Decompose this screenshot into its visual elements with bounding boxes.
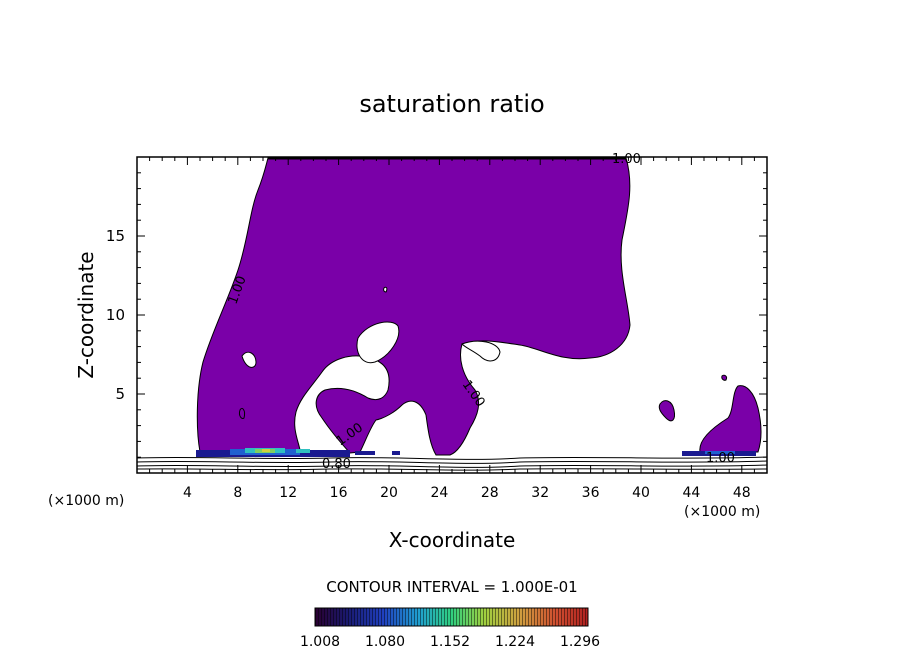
colorbar	[314, 607, 589, 627]
x-tick-label: 16	[330, 485, 348, 501]
contour-interval-text: CONTOUR INTERVAL = 1.000E-01	[326, 578, 577, 596]
colorbar-tick-label: 1.224	[495, 634, 535, 650]
contour-label: 1.00	[612, 152, 641, 167]
y-tick-label: 15	[106, 227, 125, 245]
contour-label: 1.00	[706, 451, 735, 466]
y-axis-ticks: 5 10 15	[106, 172, 767, 458]
colorbar-tick-label: 1.008	[300, 634, 340, 650]
x-axis-title: X-coordinate	[389, 528, 516, 552]
x-tick-label: 32	[531, 485, 549, 501]
x-tick-label: 36	[582, 485, 600, 501]
x-tick-label: 48	[733, 485, 751, 501]
x-tick-label: 44	[682, 485, 700, 501]
y-tick-label: 5	[115, 385, 125, 403]
colorbar-tick-label: 1.296	[560, 634, 600, 650]
colorbar-tick-label: 1.152	[430, 634, 470, 650]
contour-label: 0.80	[322, 457, 351, 472]
x-unit-left-label: (×1000 m)	[48, 493, 124, 509]
saturated-region	[196, 157, 762, 456]
x-axis-ticks: 4 8 12 16 20 24 28 32 36 40 44 48	[149, 157, 755, 501]
colorbar-tick-label: 1.080	[365, 634, 405, 650]
chart-title: saturation ratio	[359, 90, 544, 118]
x-tick-label: 8	[233, 485, 242, 501]
x-tick-label: 28	[481, 485, 499, 501]
y-axis-title: Z-coordinate	[74, 251, 98, 378]
x-unit-right-label: (×1000 m)	[684, 504, 760, 520]
colorbar-tick-labels: 1.008 1.080 1.152 1.224 1.296	[300, 634, 600, 650]
y-tick-label: 10	[106, 306, 125, 324]
x-tick-label: 40	[632, 485, 650, 501]
x-tick-label: 12	[279, 485, 297, 501]
surface-contours	[136, 156, 768, 471]
x-tick-label: 20	[380, 485, 398, 501]
x-tick-label: 4	[183, 485, 192, 501]
x-tick-label: 24	[430, 485, 448, 501]
surface-maxima	[196, 448, 756, 457]
